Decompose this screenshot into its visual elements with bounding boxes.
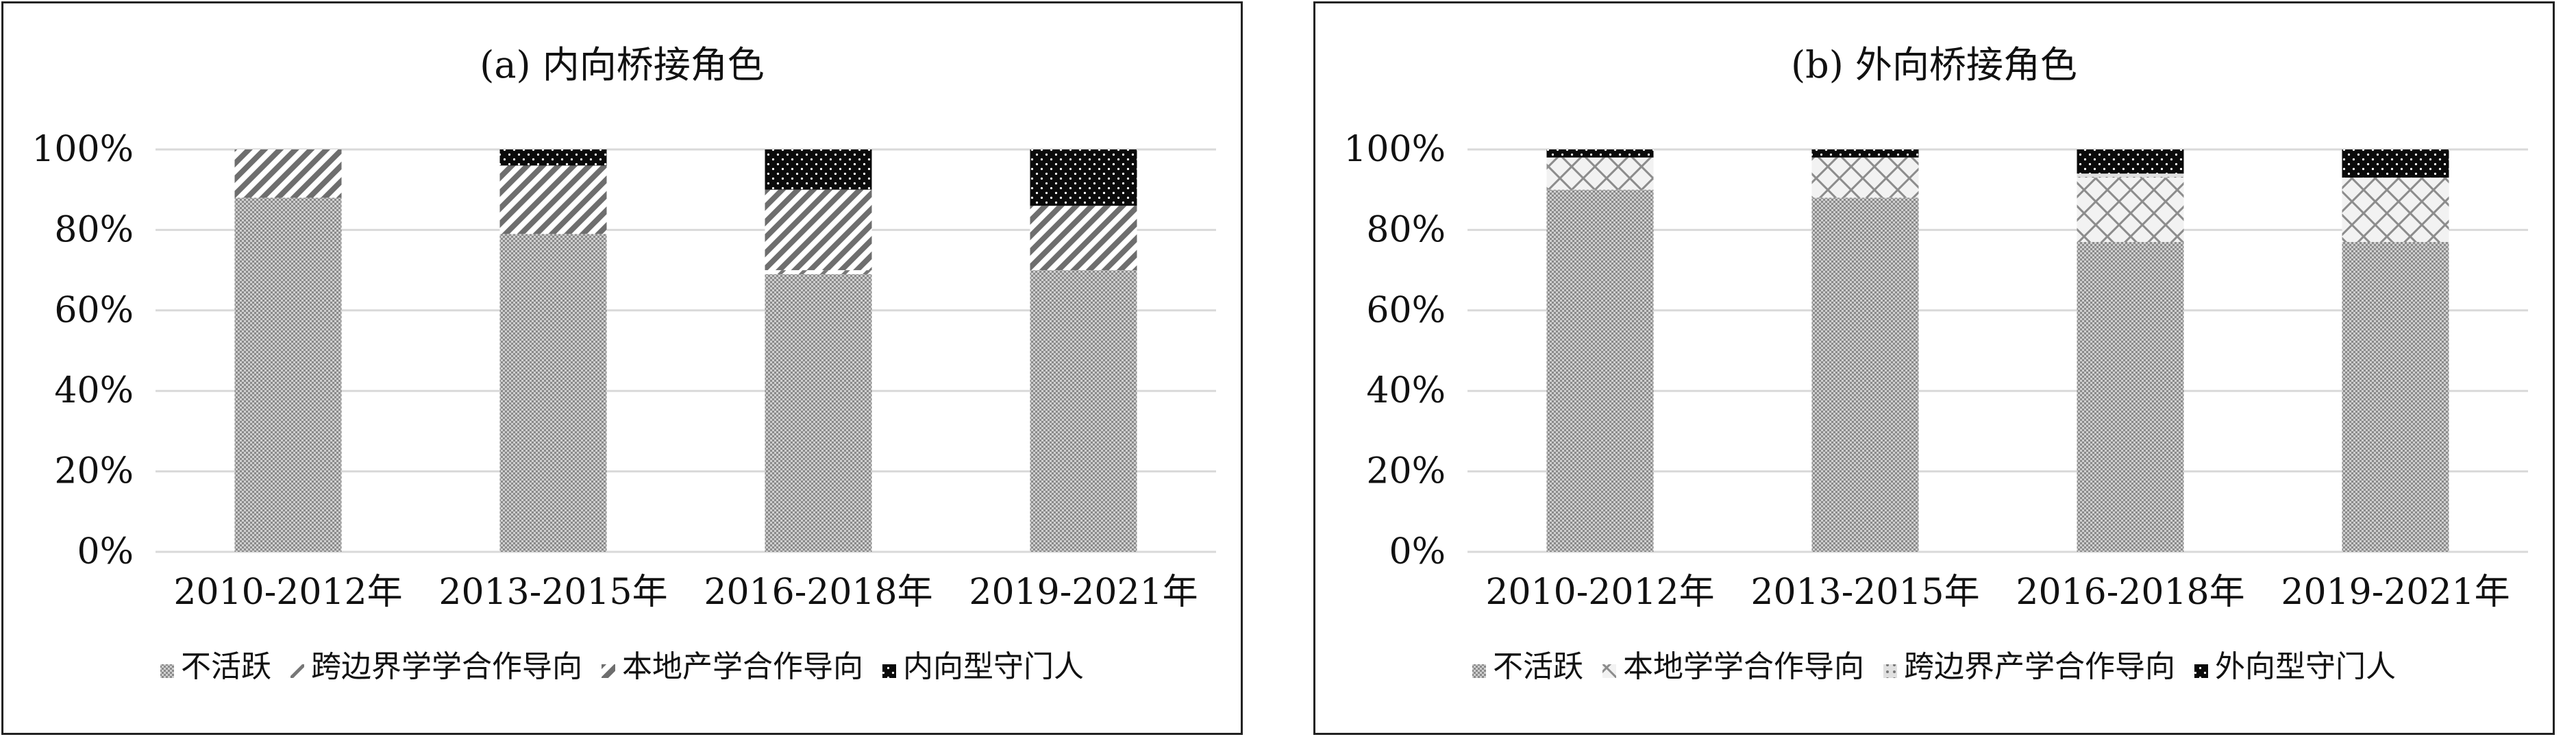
x-tick-label: 2016-2018年 <box>704 572 932 613</box>
bar-segment-series-3-cat-2 <box>2077 149 2184 174</box>
x-tick-label: 2010-2012年 <box>173 572 402 613</box>
y-tick-label: 0% <box>1389 531 1446 572</box>
x-tick-label: 2019-2021年 <box>2281 572 2510 613</box>
y-tick-label: 20% <box>54 451 134 492</box>
legend-label: 跨边界学学合作导向 <box>311 649 582 684</box>
legend-label: 不活跃 <box>1493 649 1583 684</box>
bar-segment-series-2-cat-2 <box>2077 173 2184 178</box>
bar-segment-series-3-cat-3 <box>1030 149 1137 206</box>
bar-segment-series-3-cat-3 <box>2342 149 2449 178</box>
x-tick-label: 2016-2018年 <box>2016 572 2244 613</box>
legend-swatch <box>1472 664 1486 678</box>
bar-segment-series-0-cat-0 <box>1546 189 1654 552</box>
bar-segment-series-2-cat-2 <box>765 189 872 271</box>
legend-label: 本地产学合作导向 <box>622 649 863 684</box>
y-tick-label: 80% <box>54 209 134 250</box>
bar-segment-series-0-cat-3 <box>2342 242 2449 552</box>
bar-segment-series-1-cat-3 <box>2342 178 2449 243</box>
bar-segment-series-0-cat-0 <box>234 197 342 552</box>
x-tick-label: 2010-2012年 <box>1485 572 1714 613</box>
chart-inward: (a) 内向桥接角色 0% 20% 40% 60% 80% 100% 2010-2012年… <box>32 43 1216 684</box>
legend-label: 跨边界产学合作导向 <box>1904 649 2175 684</box>
legend-swatch <box>290 664 304 678</box>
y-tick-label: 20% <box>1366 451 1446 492</box>
y-tick-label: 0% <box>77 531 134 572</box>
legend-swatch <box>602 664 615 678</box>
bar-segment-series-2-cat-3 <box>1030 206 1137 271</box>
legend-swatch <box>1883 664 1897 678</box>
bar-segment-series-3-cat-1 <box>499 149 607 166</box>
bar-segment-series-0-cat-2 <box>2077 242 2184 552</box>
x-tick-label: 2013-2015年 <box>1750 572 1979 613</box>
bar-segment-series-2-cat-0 <box>234 149 342 198</box>
legend-swatch <box>882 664 896 678</box>
bar-segment-series-1-cat-2 <box>765 270 872 274</box>
x-tick-label: 2019-2021年 <box>969 572 1198 613</box>
chart-title: (b) 外向桥接角色 <box>1791 43 2077 86</box>
y-tick-label: 60% <box>1366 290 1446 331</box>
bar-segment-series-2-cat-1 <box>499 165 607 234</box>
bar-segment-series-3-cat-2 <box>765 149 872 190</box>
y-tick-label: 60% <box>54 290 134 331</box>
x-tick-label: 2013-2015年 <box>438 572 667 613</box>
legend-swatch <box>2194 664 2208 678</box>
chart-title: (a) 内向桥接角色 <box>480 43 765 86</box>
bar-segment-series-0-cat-1 <box>499 234 607 552</box>
legend-swatch <box>1602 664 1616 678</box>
chart-outward: (b) 外向桥接角色 0% 20% 40% 60% 80% 100% 2010-2012年… <box>1343 43 2528 684</box>
legend-label: 内向型守门人 <box>903 649 1084 684</box>
bar-segment-series-0-cat-1 <box>1811 197 1919 552</box>
y-tick-label: 100% <box>32 129 134 170</box>
bar-segment-series-1-cat-1 <box>1811 157 1919 198</box>
y-tick-label: 40% <box>54 370 134 411</box>
legend-swatch <box>160 664 174 678</box>
bar-segment-series-0-cat-2 <box>765 274 872 552</box>
y-tick-label: 100% <box>1343 129 1446 170</box>
y-tick-label: 80% <box>1366 209 1446 250</box>
panel-outward-bridging: (b) 外向桥接角色 0% 20% 40% 60% 80% 100% 2010-2012年… <box>1313 1 2555 735</box>
legend-label: 外向型守门人 <box>2215 649 2396 684</box>
bar-segment-series-1-cat-0 <box>1546 157 1654 190</box>
bar-segment-series-1-cat-2 <box>2077 178 2184 243</box>
bar-segment-series-0-cat-3 <box>1030 270 1137 552</box>
bar-segment-series-3-cat-0 <box>1546 149 1654 158</box>
legend-label: 不活跃 <box>181 649 271 684</box>
y-tick-label: 40% <box>1366 370 1446 411</box>
panel-inward-bridging: (a) 内向桥接角色 0% 20% 40% 60% 80% 100% 2010-2012年… <box>1 1 1243 735</box>
legend-label: 本地学学合作导向 <box>1623 649 1864 684</box>
bar-segment-series-3-cat-1 <box>1811 149 1919 158</box>
